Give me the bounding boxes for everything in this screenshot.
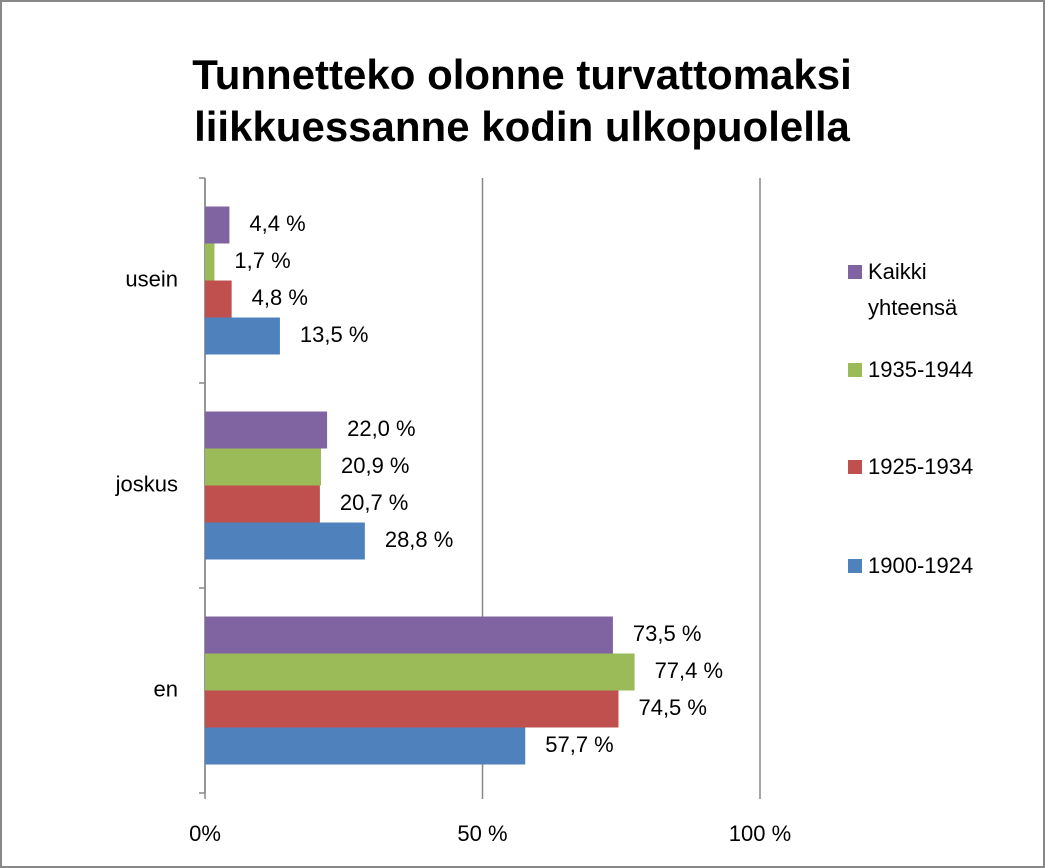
value-label: 28,8 % (385, 527, 454, 552)
bar (205, 653, 635, 691)
legend-label: 1935-1944 (868, 357, 974, 382)
chart-title: liikkuessanne kodin ulkopuolella (194, 103, 850, 150)
legend-swatch (848, 559, 862, 573)
bar (205, 317, 280, 355)
value-label: 74,5 % (638, 695, 707, 720)
bar (205, 206, 230, 244)
bar (205, 448, 321, 486)
value-label: 77,4 % (655, 658, 724, 683)
value-label: 73,5 % (633, 621, 702, 646)
value-label: 20,7 % (340, 490, 409, 515)
y-tick-label: usein (125, 266, 178, 291)
x-tick-label: 100 % (729, 821, 791, 846)
bar (205, 616, 613, 654)
x-tick-label: 50 % (457, 821, 507, 846)
bar (205, 243, 215, 281)
legend-label: 1900-1924 (868, 553, 974, 578)
bar (205, 727, 526, 765)
legend-swatch (848, 363, 862, 377)
value-label: 57,7 % (545, 732, 614, 757)
bar (205, 485, 320, 523)
x-tick-label: 0% (189, 821, 221, 846)
bar (205, 411, 328, 449)
legend-label: Kaikki yhteensä (868, 259, 958, 320)
value-label: 1,7 % (234, 248, 290, 273)
bar (205, 690, 619, 728)
value-label: 4,4 % (249, 211, 305, 236)
value-label: 4,8 % (252, 285, 308, 310)
legend-label: 1925-1934 (868, 454, 974, 479)
y-tick-label: en (154, 676, 178, 701)
bar (205, 522, 365, 560)
value-label: 13,5 % (300, 322, 369, 347)
value-label: 22,0 % (347, 416, 416, 441)
value-label: 20,9 % (341, 453, 410, 478)
legend-swatch (848, 460, 862, 474)
chart-title: Tunnetteko olonne turvattomaksi (192, 51, 852, 98)
legend-swatch (848, 265, 862, 279)
y-tick-label: joskus (115, 471, 178, 496)
bar (205, 280, 232, 318)
